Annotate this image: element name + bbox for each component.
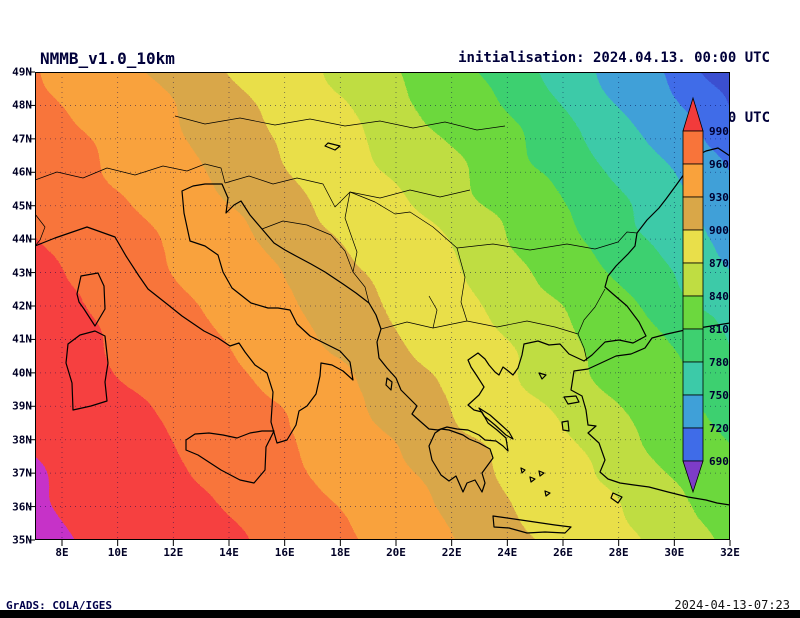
- border-croatia-bosnia: [261, 220, 370, 304]
- border-drina: [344, 191, 358, 273]
- bottom-bar: [0, 610, 800, 618]
- lon-tick-label: 20E: [386, 546, 406, 559]
- border-danube: [349, 191, 638, 251]
- colorbar-label: 810: [709, 323, 729, 336]
- lon-tick-label: 24E: [497, 546, 518, 559]
- lake-balaton: [324, 142, 341, 151]
- island-corsica: [76, 272, 106, 327]
- border-alps: [35, 163, 226, 184]
- lat-tick-label: 47N: [12, 132, 32, 146]
- lat-tick-label: 41N: [12, 332, 32, 346]
- colorbar: 990 960 930 900 870 840 810 780 750 720 690: [682, 96, 729, 494]
- lat-tick-label: 38N: [12, 433, 32, 447]
- island-corfu: [385, 377, 393, 391]
- colorbar-label: 780: [709, 356, 729, 369]
- timestamp: 2024-04-13-07:23: [674, 598, 790, 612]
- colorbar-label: 870: [709, 257, 729, 270]
- lon-tick-label: 26E: [553, 546, 573, 559]
- colorbar-label: 720: [709, 422, 729, 435]
- colorbar-segment: [682, 427, 704, 462]
- lat-tick-label: 45N: [12, 199, 32, 213]
- lon-tick-label: 16E: [274, 546, 295, 559]
- colorbar-segment: [682, 295, 704, 330]
- model-title: NMMB_v1.0_10km: [40, 49, 175, 68]
- colorbar-segment: [682, 361, 704, 396]
- lat-tick-label: 44N: [12, 232, 32, 246]
- border-central-europe: [174, 115, 506, 131]
- island-lesbos: [563, 395, 580, 405]
- island-sicily: [185, 430, 275, 484]
- coastline-italy-balkans-blacksea: [35, 147, 730, 452]
- island-sardinia: [65, 330, 109, 411]
- lon-tick-label: 18E: [330, 546, 351, 559]
- island-chios: [561, 420, 570, 432]
- colorbar-label: 690: [709, 455, 729, 468]
- lat-tick-label: 37N: [12, 466, 32, 480]
- border-macedonia: [428, 295, 438, 329]
- coastlines: [35, 142, 730, 534]
- colorbar-label: 960: [709, 158, 729, 171]
- map-canvas: 990 960 930 900 870 840 810 780 750 720 690: [29, 71, 731, 546]
- colorbar-segment: [682, 130, 704, 165]
- colorbar-arrow-bottom: [682, 460, 704, 494]
- lon-tick-label: 12E: [163, 546, 184, 559]
- lat-tick-label: 42N: [12, 299, 32, 313]
- colorbar-segment: [682, 262, 704, 297]
- colorbar-segment: [682, 196, 704, 231]
- lat-tick-label: 43N: [12, 266, 32, 280]
- island-euboea: [478, 407, 514, 440]
- colorbar-segment: [682, 394, 704, 429]
- border-france-italy: [35, 213, 46, 247]
- grads-credit: GrADS: COLA/IGES: [6, 599, 112, 612]
- border-pannonia: [224, 175, 471, 208]
- colorbar-label: 990: [709, 125, 729, 138]
- colorbar-label: 930: [709, 191, 729, 204]
- country-borders: [35, 115, 638, 362]
- lon-tick-label: 28E: [608, 546, 629, 559]
- lat-tick-label: 39N: [12, 399, 32, 413]
- lat-tick-label: 49N: [12, 65, 32, 79]
- colorbar-label: 900: [709, 224, 729, 237]
- coastline-peloponnese: [428, 428, 494, 493]
- border-north-greece: [380, 320, 588, 362]
- lat-tick-label: 46N: [12, 165, 32, 179]
- gridlines: [35, 72, 730, 540]
- lat-tick-label: 35N: [12, 533, 32, 547]
- lon-tick-label: 32E: [720, 546, 740, 559]
- map-frame: [35, 72, 730, 540]
- colorbar-label: 750: [709, 389, 729, 402]
- border-serbia-bulgaria: [456, 247, 468, 322]
- colorbar-segment: [682, 163, 704, 198]
- islands-cyclades: [520, 372, 551, 497]
- island-crete: [492, 515, 572, 534]
- border-bulgaria-turkey: [577, 288, 606, 335]
- island-rhodes: [610, 492, 623, 504]
- lat-tick-label: 36N: [12, 500, 32, 514]
- lon-tick-label: 22E: [441, 546, 462, 559]
- lon-tick-label: 10E: [107, 546, 128, 559]
- axis-ticks: [29, 71, 731, 546]
- lon-tick-label: 8E: [55, 546, 69, 559]
- lat-tick-label: 40N: [12, 366, 32, 380]
- colorbar-label: 840: [709, 290, 729, 303]
- lon-tick-label: 30E: [664, 546, 685, 559]
- colorbar-segment: [682, 229, 704, 264]
- lon-tick-label: 14E: [219, 546, 239, 559]
- lat-tick-label: 48N: [12, 98, 32, 112]
- init-time: initialisation: 2024.04.13. 00:00 UTC: [458, 50, 770, 66]
- colorbar-segment: [682, 328, 704, 363]
